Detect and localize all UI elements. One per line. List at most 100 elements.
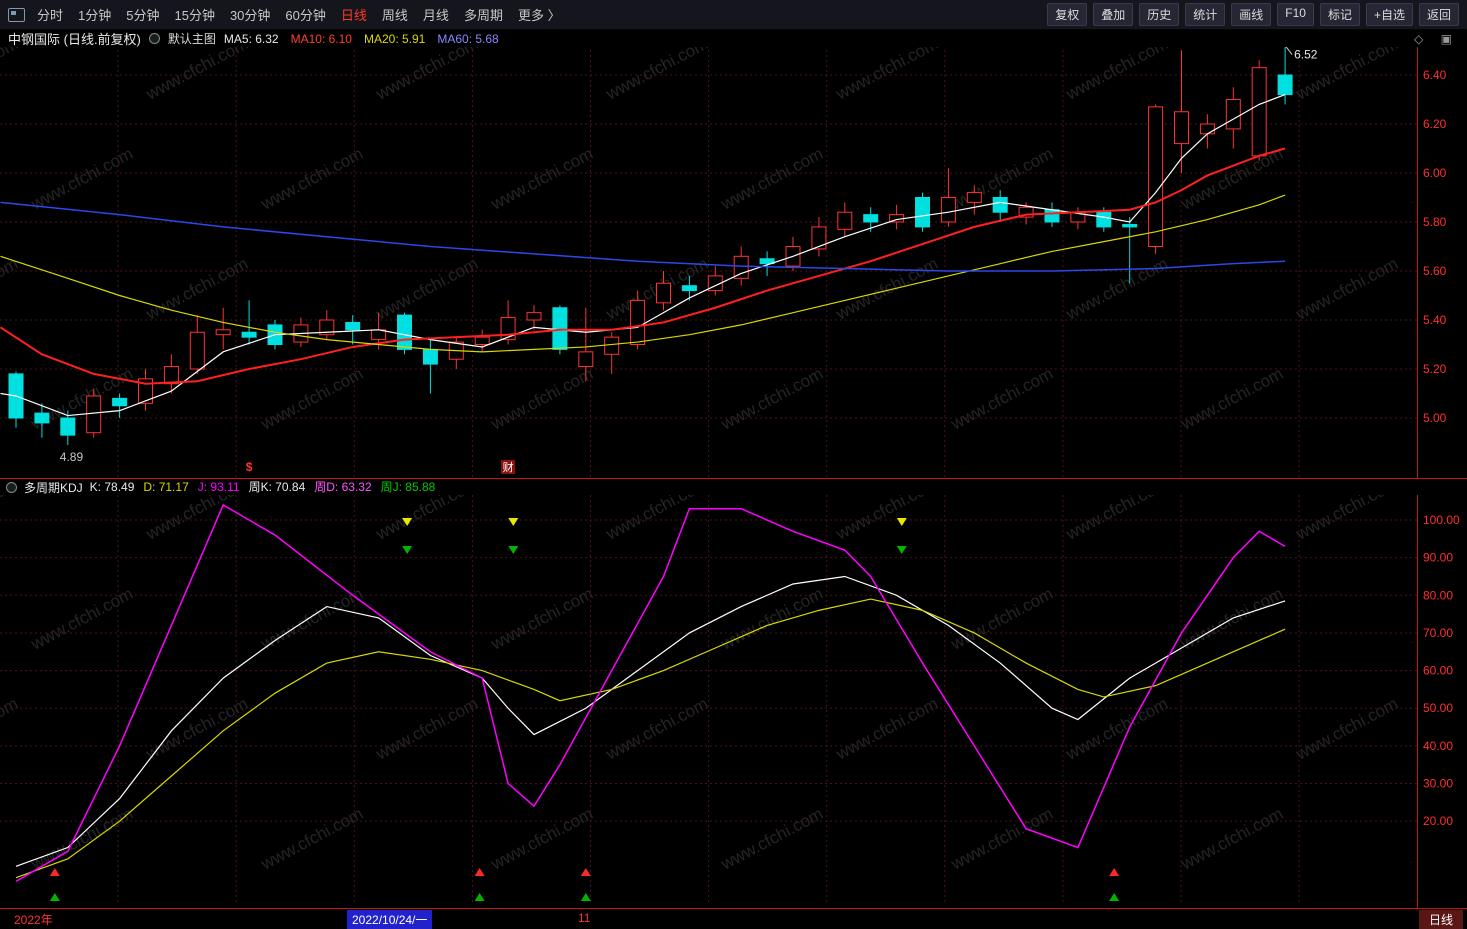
period-item-2[interactable]: 5分钟 <box>126 8 160 23</box>
action-button-2[interactable]: 历史 <box>1139 3 1180 26</box>
period-item-8[interactable]: 月线 <box>422 8 449 23</box>
svg-text:www.cfchi.com: www.cfchi.com <box>832 254 941 324</box>
ma-value-label-1: MA10: 6.10 <box>290 31 352 46</box>
svg-text:www.cfchi.com: www.cfchi.com <box>1177 144 1286 214</box>
svg-text:www.cfchi.com: www.cfchi.com <box>1292 694 1401 764</box>
axis-labels: 6.40 6.20 6.00 5.80 5.60 5.40 5.20 5.00 100.00 90… <box>1423 68 1460 828</box>
action-button-4[interactable]: 画线 <box>1231 3 1272 26</box>
buy-marker-icon <box>1109 868 1120 876</box>
svg-text:www.cfchi.com: www.cfchi.com <box>1062 254 1171 324</box>
bottom-axis-bar: 2022年 2022/10/24/一 11 日线 <box>0 908 1467 929</box>
svg-text:www.cfchi.com: www.cfchi.com <box>1062 694 1171 764</box>
period-item-1[interactable]: 1分钟 <box>78 8 112 23</box>
kdj-j-line <box>15 503 1286 883</box>
chart-corner-icons[interactable]: ◇ ▣ <box>1414 31 1459 46</box>
sell-marker-icon <box>402 546 413 554</box>
svg-text:www.cfchi.com: www.cfchi.com <box>717 584 826 654</box>
svg-text:50.00: 50.00 <box>1423 701 1453 715</box>
svg-text:www.cfchi.com: www.cfchi.com <box>717 364 826 434</box>
period-menu: 分时 1分钟 5分钟 15分钟 30分钟 60分钟 日线 周线 月线 多周期 更多 〉 <box>37 5 561 24</box>
action-button-1[interactable]: 叠加 <box>1093 3 1134 26</box>
svg-text:5.00: 5.00 <box>1423 411 1447 425</box>
event-marker-text: 财 <box>503 460 514 474</box>
svg-text:www.cfchi.com: www.cfchi.com <box>0 254 21 324</box>
app-window-icon[interactable] <box>8 7 25 22</box>
ma20-line <box>0 194 1286 353</box>
toolbar: 分时 1分钟 5分钟 15分钟 30分钟 60分钟 日线 周线 月线 多周期 更多 〉 复权 叠加 历史… <box>0 0 1467 30</box>
svg-text:www.cfchi.com: www.cfchi.com <box>257 804 366 874</box>
svg-text:www.cfchi.com: www.cfchi.com <box>257 144 366 214</box>
kdj-value-label-4: 周D: 63.32 <box>314 480 372 494</box>
ma-labels: MA5: 6.32 MA10: 6.10 MA20: 5.91 MA60: 5.68 <box>224 30 511 48</box>
svg-text:20.00: 20.00 <box>1423 814 1453 828</box>
axis-month-label: 11 <box>578 911 591 925</box>
kdj-d-line <box>15 598 1286 879</box>
kdj-value-label-0: K: 78.49 <box>89 480 135 494</box>
svg-text:www.cfchi.com: www.cfchi.com <box>372 254 481 324</box>
period-item-4[interactable]: 30分钟 <box>229 8 271 23</box>
svg-text:www.cfchi.com: www.cfchi.com <box>27 584 136 654</box>
overlay-label[interactable]: 默认主图 <box>167 32 216 46</box>
sell-marker-icon <box>402 518 413 526</box>
sell-marker-icon <box>508 546 519 554</box>
ma-value-label-2: MA20: 5.91 <box>363 31 426 46</box>
svg-text:www.cfchi.com: www.cfchi.com <box>602 694 711 764</box>
svg-text:60.00: 60.00 <box>1423 664 1453 678</box>
ma10-line <box>0 147 1286 385</box>
action-button-3[interactable]: 统计 <box>1185 3 1226 26</box>
period-item-6[interactable]: 日线 <box>340 8 367 23</box>
svg-text:www.cfchi.com: www.cfchi.com <box>372 694 481 764</box>
svg-text:www.cfchi.com: www.cfchi.com <box>487 804 596 874</box>
buy-marker-icon <box>49 893 60 901</box>
svg-text:www.cfchi.com: www.cfchi.com <box>717 804 826 874</box>
action-button-7[interactable]: +自选 <box>1365 3 1413 26</box>
svg-text:6.00: 6.00 <box>1423 166 1447 180</box>
action-button-6[interactable]: 标记 <box>1319 3 1360 26</box>
high-price-label: 6.52 <box>1294 48 1318 62</box>
svg-text:www.cfchi.com: www.cfchi.com <box>1177 804 1286 874</box>
buy-marker-icon <box>49 868 60 876</box>
svg-text:www.cfchi.com: www.cfchi.com <box>717 144 826 214</box>
svg-text:70.00: 70.00 <box>1423 626 1453 640</box>
period-item-0[interactable]: 分时 <box>37 8 64 23</box>
buy-marker-icon <box>474 868 485 876</box>
kdj-k-line <box>15 575 1286 867</box>
action-button-0[interactable]: 复权 <box>1047 3 1088 26</box>
ma60-line <box>0 201 1286 272</box>
svg-text:100.00: 100.00 <box>1423 513 1460 527</box>
sell-marker-icon <box>896 546 907 554</box>
svg-text:www.cfchi.com: www.cfchi.com <box>257 584 366 654</box>
buy-marker-icon <box>580 868 591 876</box>
action-button-8[interactable]: 返回 <box>1418 3 1459 26</box>
axis-period-label[interactable]: 日线 <box>1419 910 1463 929</box>
period-item-10[interactable]: 更多 〉 <box>517 8 561 23</box>
period-item-7[interactable]: 周线 <box>381 8 408 23</box>
svg-text:www.cfchi.com: www.cfchi.com <box>1177 364 1286 434</box>
svg-text:www.cfchi.com: www.cfchi.com <box>487 144 596 214</box>
toolbar-actions: 复权 叠加 历史 统计 画线 F10 标记 +自选 返回 <box>1047 3 1459 26</box>
kdj-value-label-2: J: 93.11 <box>197 480 240 494</box>
kdj-value-label-3: 周K: 70.84 <box>248 480 306 494</box>
event-marker-text: $ <box>246 460 253 474</box>
kdj-values: K: 78.49 D: 71.17 J: 93.11 周K: 70.84 周D: 63.… <box>90 478 445 496</box>
svg-text:www.cfchi.com: www.cfchi.com <box>27 804 136 874</box>
action-button-5[interactable]: F10 <box>1277 3 1314 26</box>
sell-marker-icon <box>508 518 519 526</box>
svg-text:5.80: 5.80 <box>1423 215 1447 229</box>
svg-text:www.cfchi.com: www.cfchi.com <box>27 144 136 214</box>
axis-date-label: 2022/10/24/一 <box>347 910 433 929</box>
axis-year-label: 2022年 <box>14 913 53 927</box>
svg-text:80.00: 80.00 <box>1423 588 1453 602</box>
svg-text:www.cfchi.com: www.cfchi.com <box>947 804 1056 874</box>
ma-lines-layer <box>0 94 1286 417</box>
ma-value-label-0: MA5: 6.32 <box>223 31 279 46</box>
main-indicator-icon[interactable] <box>148 33 160 44</box>
kdj-indicator-icon[interactable] <box>6 481 17 493</box>
kdj-value-label-5: 周J: 85.88 <box>380 480 436 494</box>
period-item-9[interactable]: 多周期 <box>463 8 503 23</box>
period-item-5[interactable]: 60分钟 <box>285 8 326 23</box>
kdj-indicator-name: 多周期KDJ <box>24 480 83 495</box>
period-item-3[interactable]: 15分钟 <box>174 8 215 23</box>
svg-text:www.cfchi.com: www.cfchi.com <box>487 584 596 654</box>
